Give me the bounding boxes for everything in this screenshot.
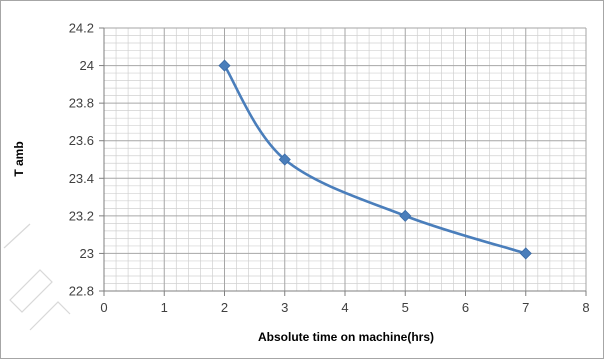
x-tick-label: 4 <box>341 300 348 315</box>
data-point-marker <box>218 59 231 72</box>
x-tick-labels: 0 1 2 3 4 5 6 7 8 <box>100 300 589 315</box>
watermark <box>3 223 71 331</box>
x-tick-label: 6 <box>462 300 469 315</box>
y-tick-label: 22.8 <box>69 284 94 299</box>
series-layer <box>223 64 528 255</box>
x-axis-title: Absolute time on machine(hrs) <box>258 330 434 344</box>
x-tick-label: 8 <box>582 300 589 315</box>
y-tick-label: 23.2 <box>69 208 94 223</box>
x-tick-label: 0 <box>100 300 107 315</box>
x-tick-label: 3 <box>281 300 288 315</box>
y-tick-label: 23.6 <box>69 133 94 148</box>
data-point-marker <box>399 209 412 222</box>
y-tick-label: 24.2 <box>69 21 94 36</box>
axes <box>99 27 587 296</box>
y-tick-label: 23 <box>80 246 94 261</box>
y-tick-label: 23.4 <box>69 171 94 186</box>
grid <box>103 27 587 292</box>
data-point-marker <box>519 247 532 260</box>
marker-layer <box>218 59 532 260</box>
y-tick-label: 24 <box>80 58 94 73</box>
x-tick-label: 2 <box>221 300 228 315</box>
y-tick-labels: 22.8 23 23.2 23.4 23.6 23.8 24 24.2 <box>69 21 94 299</box>
series-line <box>223 64 528 255</box>
y-tick-label: 23.8 <box>69 96 94 111</box>
data-point-marker <box>278 153 291 166</box>
x-tick-label: 5 <box>402 300 409 315</box>
x-tick-label: 1 <box>161 300 168 315</box>
x-tick-label: 7 <box>522 300 529 315</box>
y-axis-title: T amb <box>12 141 26 176</box>
